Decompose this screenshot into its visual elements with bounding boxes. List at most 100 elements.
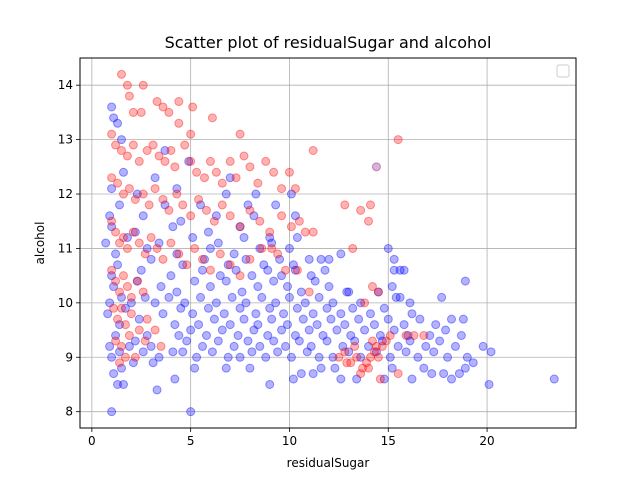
scatter-point <box>190 276 200 286</box>
scatter-point <box>140 336 150 346</box>
y-tick-label: 10 <box>58 296 73 310</box>
scatter-point <box>120 320 130 330</box>
scatter-point <box>107 216 117 226</box>
scatter-point <box>166 271 176 281</box>
scatter-point <box>249 211 259 221</box>
scatter-point <box>360 298 370 308</box>
scatter-point <box>348 243 358 253</box>
scatter-point <box>281 341 291 351</box>
scatter-point <box>346 331 356 340</box>
scatter-point <box>116 341 126 351</box>
scatter-point <box>196 200 206 210</box>
scatter-point <box>265 227 275 237</box>
scatter-point <box>265 233 275 243</box>
scatter-point <box>164 292 174 302</box>
scatter-point <box>292 233 302 243</box>
scatter-point <box>128 227 138 237</box>
scatter-point <box>298 314 308 324</box>
scatter-point <box>128 140 138 150</box>
scatter-point <box>176 216 186 226</box>
scatter-point <box>116 363 126 373</box>
scatter-point <box>136 107 146 117</box>
y-tick-label: 13 <box>58 133 73 147</box>
scatter-point <box>413 352 423 362</box>
scatter-point <box>395 292 405 302</box>
scatter-point <box>180 140 190 150</box>
scatter-point <box>441 325 451 335</box>
scatter-point <box>460 363 470 373</box>
scatter-point <box>263 265 273 275</box>
scatter-point <box>201 205 211 215</box>
scatter-point <box>211 211 221 221</box>
scatter-point <box>253 320 263 330</box>
scatter-point <box>450 341 460 351</box>
scatter-point <box>111 140 121 150</box>
scatter-point <box>201 331 211 340</box>
scatter-point <box>223 352 233 362</box>
scatter-point <box>385 352 395 362</box>
scatter-point <box>377 336 387 346</box>
scatter-point <box>107 271 117 281</box>
scatter-point <box>120 303 130 313</box>
scatter-point <box>308 227 318 237</box>
scatter-point <box>111 227 121 237</box>
scatter-point <box>211 167 221 177</box>
scatter-point <box>273 249 283 259</box>
scatter-point <box>290 211 300 221</box>
scatter-point <box>229 249 239 259</box>
scatter-point <box>454 369 464 379</box>
scatter-point <box>326 314 336 324</box>
scatter-point <box>217 178 227 188</box>
scatter-point <box>146 341 156 351</box>
scatter-point <box>360 325 370 335</box>
scatter-point <box>217 325 227 335</box>
y-axis-label: alcohol <box>33 222 47 265</box>
scatter-point <box>356 205 366 215</box>
scatter-point <box>130 194 140 204</box>
scatter-point <box>251 309 261 319</box>
scatter-point <box>178 347 188 357</box>
scatter-point <box>115 200 125 210</box>
scatter-point <box>308 369 318 379</box>
scatter-point <box>126 298 136 308</box>
scatter-point <box>113 260 123 270</box>
scatter-point <box>113 379 123 389</box>
scatter-point <box>235 222 245 232</box>
scatter-point <box>156 341 166 351</box>
scatter-point <box>346 358 356 368</box>
scatter-point <box>286 189 296 199</box>
scatter-point <box>172 287 182 297</box>
scatter-point <box>146 233 156 243</box>
scatter-point <box>213 238 223 248</box>
scatter-point <box>362 358 372 368</box>
scatter-point <box>387 363 397 373</box>
scatter-point <box>122 233 132 243</box>
scatter-point <box>365 309 375 319</box>
scatter-point <box>484 379 494 389</box>
scatter-point <box>207 113 217 123</box>
scatter-point <box>383 314 393 324</box>
scatter-point <box>198 341 208 351</box>
scatter-point <box>172 184 182 194</box>
scatter-point <box>350 341 360 351</box>
scatter-point <box>314 352 324 362</box>
scatter-point <box>166 238 176 248</box>
scatter-point <box>348 303 358 313</box>
scatter-point <box>243 200 253 210</box>
scatter-point <box>199 254 209 264</box>
scatter-point <box>288 374 298 384</box>
scatter-point <box>116 303 126 313</box>
scatter-point <box>385 331 395 340</box>
scatter-point <box>371 341 381 351</box>
scatter-point <box>196 292 206 302</box>
scatter-point <box>284 292 294 302</box>
scatter-point <box>302 347 312 357</box>
scatter-point <box>300 227 310 237</box>
scatter-point <box>150 173 160 183</box>
scatter-point <box>407 309 417 319</box>
scatter-point <box>134 156 144 166</box>
scatter-point <box>188 233 198 243</box>
scatter-point <box>107 184 117 194</box>
scatter-point <box>486 347 496 357</box>
scatter-point <box>113 178 123 188</box>
